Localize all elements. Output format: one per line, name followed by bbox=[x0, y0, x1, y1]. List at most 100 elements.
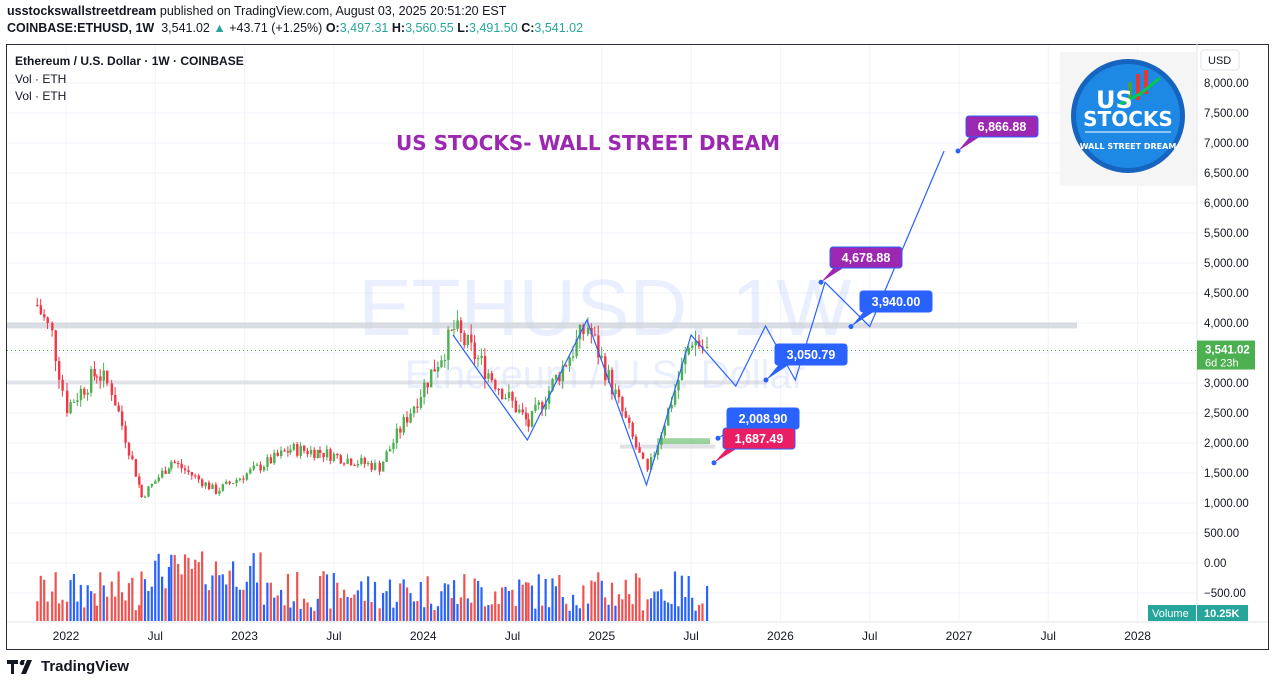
volume-bar bbox=[638, 577, 641, 621]
volume-bar bbox=[701, 603, 704, 621]
volume-bar bbox=[452, 580, 456, 621]
volume-bar bbox=[360, 581, 363, 621]
volume-bar bbox=[634, 573, 638, 621]
candle-body bbox=[518, 409, 521, 413]
price-callout[interactable]: 3,050.79 bbox=[763, 343, 848, 383]
chart-frame[interactable] bbox=[6, 44, 1269, 650]
candle-body bbox=[269, 457, 273, 464]
anchor-point[interactable] bbox=[818, 279, 824, 285]
candle-body bbox=[551, 379, 554, 391]
support-zone-low bbox=[620, 444, 715, 449]
legend-title[interactable]: Ethereum / U.S. Dollar · 1W · COINBASE bbox=[15, 54, 244, 68]
volume-bar bbox=[242, 589, 245, 621]
callout-pointer bbox=[714, 446, 741, 463]
volume-bar bbox=[276, 595, 279, 621]
volume-bar bbox=[544, 578, 547, 621]
candle-body bbox=[225, 481, 228, 485]
volume-bar bbox=[670, 603, 673, 621]
anchor-point[interactable] bbox=[763, 377, 769, 383]
price-tick: 6,500.00 bbox=[1204, 168, 1249, 180]
volume-bar bbox=[697, 605, 701, 621]
anchor-point[interactable] bbox=[848, 324, 854, 330]
candle-body bbox=[276, 452, 279, 456]
price-callouts[interactable]: 6,866.88 4,678.88 3,940.00 3,050.79 2,008.90… bbox=[711, 115, 1039, 466]
volume-bar bbox=[466, 598, 469, 621]
volume-bar bbox=[231, 561, 235, 621]
anchor-point[interactable] bbox=[711, 460, 717, 466]
callout-box[interactable] bbox=[859, 290, 933, 313]
anchor-point[interactable] bbox=[715, 435, 721, 441]
price-callout[interactable]: 1,687.49 bbox=[711, 427, 796, 466]
volume-bar bbox=[385, 591, 388, 621]
callout-box[interactable] bbox=[965, 115, 1039, 138]
candle-body bbox=[360, 457, 363, 464]
symbol-info: COINBASE:ETHUSD, 1W 3,541.02 ▲ +43.71 (+… bbox=[7, 21, 583, 35]
volume-bar bbox=[597, 572, 600, 621]
candle-body bbox=[255, 464, 259, 466]
volume-bar bbox=[356, 590, 359, 621]
volume-bar bbox=[381, 592, 385, 621]
candle-body bbox=[558, 374, 561, 382]
volume-bar bbox=[221, 574, 224, 621]
volume-bar bbox=[653, 591, 656, 621]
candle-body bbox=[167, 468, 171, 474]
volume-bar bbox=[238, 589, 242, 621]
volume-bar bbox=[36, 601, 39, 621]
volume-bar bbox=[43, 579, 46, 621]
volume-bar bbox=[571, 594, 575, 621]
candle-body bbox=[565, 365, 568, 367]
candle-body bbox=[392, 442, 395, 449]
candle-body bbox=[600, 356, 604, 358]
bar-countdown: 6d 23h bbox=[1205, 358, 1239, 370]
price-axis[interactable]: USD 8,000.00 7,500.00 7,000.00 6,500.00 6,000… bbox=[1196, 44, 1255, 621]
time-tick: Jul bbox=[683, 629, 698, 643]
callout-box[interactable] bbox=[829, 246, 903, 269]
publisher-name[interactable]: usstockswallstreetdream bbox=[7, 4, 157, 18]
candle-body bbox=[249, 469, 252, 474]
price-callout[interactable]: 6,866.88 bbox=[955, 115, 1039, 154]
volume-bar bbox=[187, 557, 190, 621]
anchor-point[interactable] bbox=[955, 148, 961, 154]
volume-bar bbox=[494, 591, 497, 621]
volume-bar bbox=[456, 603, 459, 621]
volume-label: Volume bbox=[1152, 608, 1189, 620]
price-tick: −500.00 bbox=[1204, 588, 1246, 600]
candle-body bbox=[578, 324, 582, 340]
logo-inner bbox=[1076, 64, 1180, 168]
legend-volume-2[interactable]: Vol · ETH bbox=[15, 89, 67, 103]
price-callout[interactable]: 3,940.00 bbox=[848, 290, 933, 330]
candle-body bbox=[649, 457, 653, 470]
legend-volume-1[interactable]: Vol · ETH bbox=[15, 71, 67, 86]
volume-bar bbox=[114, 596, 117, 621]
callout-pointer bbox=[821, 265, 848, 283]
volume-bar bbox=[339, 597, 342, 621]
volume-bar bbox=[649, 598, 653, 621]
currency-button[interactable] bbox=[1200, 49, 1240, 71]
volume-bar bbox=[497, 603, 500, 621]
banner-title: US STOCKS- WALL STREET DREAM bbox=[396, 131, 780, 155]
candle-body bbox=[197, 475, 201, 480]
candle-body bbox=[399, 428, 402, 433]
candle-body bbox=[61, 379, 64, 391]
candle-body bbox=[416, 406, 419, 408]
volume-bar bbox=[124, 600, 127, 621]
candle-body bbox=[93, 368, 96, 377]
volume-bar bbox=[392, 607, 395, 621]
candle-body bbox=[218, 490, 221, 494]
candle-body bbox=[673, 390, 677, 405]
volume-bar bbox=[117, 571, 120, 621]
volume-bar bbox=[102, 585, 105, 621]
candle-body bbox=[497, 389, 500, 391]
callout-box[interactable] bbox=[722, 427, 796, 450]
candle-body bbox=[106, 370, 109, 384]
volume-bar bbox=[558, 574, 561, 621]
price-tick: 0.00 bbox=[1204, 558, 1226, 570]
logo-candle-icon bbox=[1128, 82, 1132, 100]
volume-bar bbox=[51, 591, 54, 621]
time-axis[interactable]: 2022 Jul 2023 Jul 2024 Jul 2025 Jul 2026 Jul 2027 J… bbox=[7, 621, 1268, 643]
price-callout[interactable]: 4,678.88 bbox=[818, 246, 903, 285]
symbol: COINBASE:ETHUSD, 1W bbox=[7, 21, 155, 35]
callout-box[interactable] bbox=[774, 343, 848, 366]
volume-bar bbox=[214, 561, 218, 621]
